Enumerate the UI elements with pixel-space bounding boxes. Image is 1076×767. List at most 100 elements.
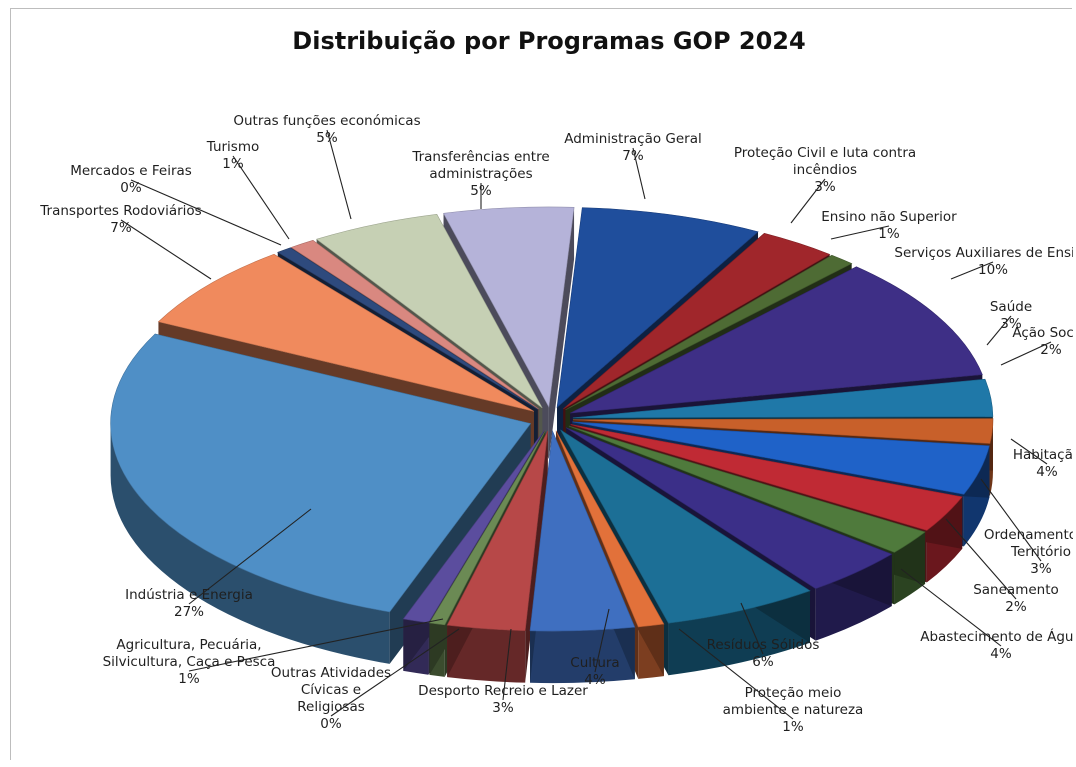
chart-title: Distribuição por Programas GOP 2024 bbox=[292, 27, 805, 55]
pie-slice bbox=[572, 418, 994, 444]
leader-line bbox=[188, 618, 444, 672]
slice-label-value: 7% bbox=[110, 220, 132, 236]
slice-label-name: Outras funções económicas bbox=[233, 113, 420, 129]
leader-line bbox=[790, 178, 826, 224]
leader-line bbox=[502, 628, 512, 701]
slice-label-name: Ensino não Superior bbox=[821, 209, 957, 225]
slice-label-value: 1% bbox=[878, 226, 900, 242]
leader-line bbox=[120, 219, 212, 280]
pie-slice bbox=[157, 253, 535, 412]
slice-label-name: Ordenamento do bbox=[984, 527, 1073, 543]
slice-label-name: Transferências entre bbox=[411, 149, 549, 165]
slice-label-value: 3% bbox=[1000, 316, 1022, 332]
slice-label-name: Território bbox=[1010, 544, 1071, 560]
pie-slice bbox=[402, 430, 545, 624]
slice-label-name: ambiente e natureza bbox=[723, 702, 864, 718]
slice-label-value: 3% bbox=[492, 700, 514, 716]
slice-label-value: 3% bbox=[814, 179, 836, 195]
slice-label-value: 4% bbox=[990, 646, 1012, 662]
pie-slice bbox=[570, 266, 983, 414]
slice-label-name: incêndios bbox=[793, 162, 857, 178]
slice-label-name: Abastecimento de Água bbox=[920, 628, 1073, 645]
slice-label-value: 6% bbox=[752, 654, 774, 670]
leader-line bbox=[1000, 341, 1052, 366]
slice-label-name: Cultura bbox=[570, 655, 619, 671]
slice-label-value: 3% bbox=[1030, 561, 1052, 577]
leader-line bbox=[830, 225, 890, 240]
slice-label-name: Saúde bbox=[990, 299, 1032, 315]
leader-line bbox=[1010, 438, 1048, 465]
slice-label-name: Resíduos Sólidos bbox=[707, 637, 820, 653]
slice-label-name: Outras Atividades bbox=[271, 665, 391, 681]
pie-slice bbox=[563, 233, 831, 410]
slice-label-name: administrações bbox=[429, 166, 532, 182]
slice-label-value: 1% bbox=[222, 156, 244, 172]
pie-slice bbox=[572, 421, 990, 495]
slice-label-name: Proteção Civil e luta contra bbox=[734, 145, 916, 161]
slice-label-value: 4% bbox=[584, 672, 606, 688]
slice-label-name: Silvicultura, Caça e Pesca bbox=[103, 654, 276, 670]
leader-line bbox=[326, 129, 352, 220]
leader-line bbox=[950, 261, 994, 280]
leader-line bbox=[945, 518, 1017, 600]
slice-label-name: Ação Social bbox=[1012, 325, 1073, 341]
slice-label-name: Indústria e Energia bbox=[125, 587, 253, 603]
slice-label-value: 27% bbox=[174, 604, 204, 620]
pie-slice bbox=[560, 429, 811, 624]
leader-line bbox=[980, 478, 1042, 562]
pie-slice bbox=[565, 254, 853, 411]
pie-slice bbox=[556, 207, 759, 409]
slice-label-name: Cívicas e bbox=[301, 682, 361, 698]
pie-slice bbox=[428, 430, 546, 626]
pie-slice bbox=[290, 239, 539, 410]
leader-line bbox=[740, 602, 764, 655]
leader-line bbox=[900, 568, 1002, 647]
slice-label-value: 2% bbox=[1040, 342, 1062, 358]
slice-label: Habitação4% bbox=[1010, 438, 1073, 480]
pie-slice bbox=[277, 247, 538, 410]
slice-label-value: 4% bbox=[1036, 464, 1058, 480]
slice-label-value: 1% bbox=[178, 671, 200, 687]
slice-label-value: 0% bbox=[120, 180, 142, 196]
slice-label-value: 2% bbox=[1005, 599, 1027, 615]
leader-line bbox=[986, 315, 1012, 346]
leader-line bbox=[188, 508, 312, 605]
slice-label-name: Proteção meio bbox=[745, 685, 842, 701]
slice-label-name: Religiosas bbox=[297, 699, 365, 715]
slice-label-name: Desporto Recreio e Lazer bbox=[418, 683, 588, 699]
slice-label-name: Turismo bbox=[206, 139, 260, 155]
slice-label-name: Transportes Rodoviários bbox=[39, 203, 201, 219]
slice-label-name: Administração Geral bbox=[564, 131, 702, 147]
slice-label-name: Agricultura, Pecuária, bbox=[116, 637, 261, 653]
pie-slice bbox=[555, 430, 665, 628]
slice-label-value: 7% bbox=[622, 148, 644, 164]
slice-tops bbox=[110, 206, 994, 632]
slice-label-value: 1% bbox=[782, 719, 804, 735]
leader-line bbox=[594, 608, 610, 673]
slice-label: Ação Social2% bbox=[1000, 325, 1073, 366]
slice-label-value: 5% bbox=[316, 130, 338, 146]
pie-slice bbox=[446, 430, 549, 631]
slice-label-name: Mercados e Feiras bbox=[70, 163, 192, 179]
pie-slice bbox=[315, 213, 543, 409]
leader-line bbox=[232, 155, 290, 240]
leader-line bbox=[330, 628, 460, 717]
pie-slice bbox=[570, 424, 963, 531]
leader-line bbox=[632, 147, 646, 200]
